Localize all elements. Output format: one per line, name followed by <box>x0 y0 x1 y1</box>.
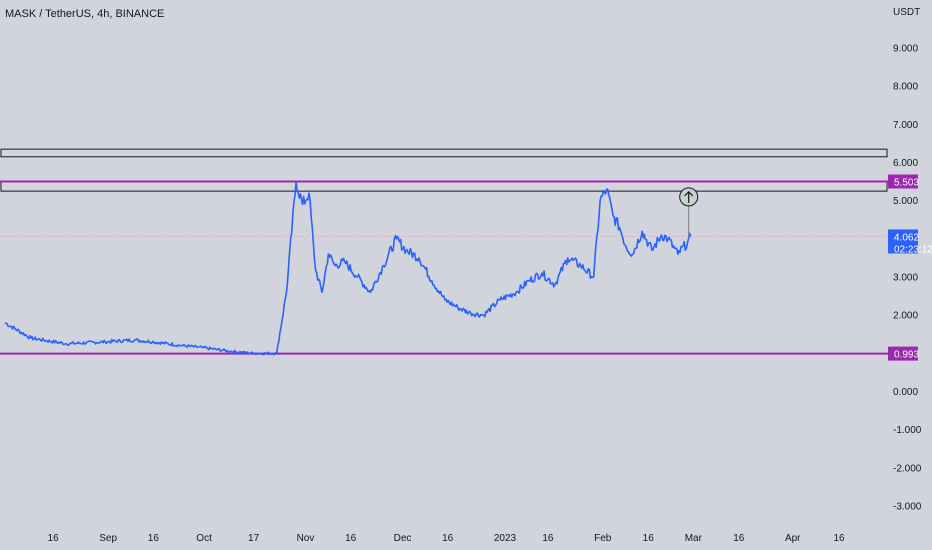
x-tick-label: 17 <box>248 533 260 544</box>
x-tick-label: Mar <box>685 533 703 544</box>
x-tick-label: 16 <box>733 533 745 544</box>
y-tick-label: -3.000 <box>893 502 922 513</box>
price-line[interactable] <box>4 180 692 356</box>
y-tick-label: 9.000 <box>893 44 918 55</box>
support-price-tag: 0.993 <box>894 350 919 361</box>
zone-rect-1[interactable] <box>0 148 888 158</box>
up-arrow-icon <box>684 191 694 203</box>
resistance-price-tag-bg <box>888 174 918 189</box>
x-tick-label: 16 <box>542 533 554 544</box>
current-price-tag: 4.062 <box>894 232 919 243</box>
ticker-title: MASK / TetherUS, 4h, BINANCE <box>5 8 165 20</box>
x-tick-label: Apr <box>785 533 801 544</box>
y-tick-label: 8.000 <box>893 82 918 93</box>
x-tick-label: Dec <box>394 533 412 544</box>
y-tick-label: -1.000 <box>893 425 922 436</box>
x-tick-label: 16 <box>345 533 357 544</box>
x-tick-label: Sep <box>99 533 117 544</box>
zone-rect-2[interactable] <box>0 181 888 192</box>
x-tick-label: 16 <box>643 533 655 544</box>
x-tick-label: 2023 <box>494 533 517 544</box>
y-tick-label: 5.000 <box>893 196 918 207</box>
y-tick-label: 3.000 <box>893 273 918 284</box>
x-tick-label: 16 <box>148 533 160 544</box>
current-price-tag-sub: 02:23:12 <box>894 244 932 255</box>
resistance-price-tag: 5.503 <box>894 177 919 188</box>
current-price-tag-bg <box>888 229 918 254</box>
y-tick-label: 7.000 <box>893 120 918 131</box>
y-tick-label: -2.000 <box>893 463 922 474</box>
x-tick-label: 16 <box>833 533 845 544</box>
y-tick-label: 2.000 <box>893 311 918 322</box>
x-tick-label: Oct <box>196 533 212 544</box>
currency-label: USDT <box>893 7 920 18</box>
y-tick-label: 0.000 <box>893 387 918 398</box>
y-tick-label: 6.000 <box>893 158 918 169</box>
support-price-tag-bg <box>888 346 918 361</box>
x-tick-label: 16 <box>442 533 454 544</box>
x-tick-label: 16 <box>48 533 60 544</box>
x-tick-label: Nov <box>297 533 315 544</box>
x-tick-label: Feb <box>594 533 612 544</box>
